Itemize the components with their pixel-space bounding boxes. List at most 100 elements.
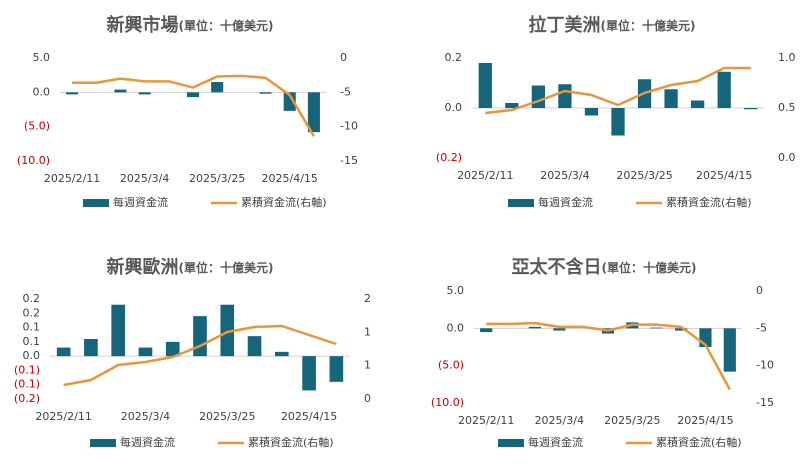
bar xyxy=(84,339,98,357)
bar xyxy=(478,63,492,108)
legend-label: 每週資金流 xyxy=(120,435,175,449)
bar xyxy=(302,356,316,391)
chart-title: 新興市場(單位：十億美元) xyxy=(107,14,274,36)
bar xyxy=(744,108,758,110)
y-tick-label: (0.2) xyxy=(436,151,462,164)
bar xyxy=(528,326,541,329)
bar xyxy=(691,100,705,108)
y2-tick-label: 0.5 xyxy=(778,101,796,114)
bar xyxy=(505,103,519,108)
x-tick-label: 2025/3/4 xyxy=(535,414,584,427)
y2-tick-label: -10 xyxy=(756,359,774,372)
chart-title: 亞太不含日(單位：十億美元) xyxy=(512,256,697,278)
legend-swatch xyxy=(90,439,116,447)
y2-tick-label: 1.0 xyxy=(778,51,796,64)
legend-label: 每週資金流 xyxy=(528,435,583,449)
bar xyxy=(650,327,663,329)
bar xyxy=(138,347,153,357)
bar xyxy=(66,92,79,95)
bar xyxy=(259,92,272,94)
y-tick-label: 5.0 xyxy=(447,284,465,297)
bar xyxy=(275,351,289,357)
y-tick-label: 0.0 xyxy=(447,321,465,334)
y-tick-label: 0.2 xyxy=(23,292,41,305)
legend-label: 累積資金流(右軸) xyxy=(241,195,327,209)
x-tick-label: 2025/2/11 xyxy=(44,172,100,185)
y2-tick-label: 0.0 xyxy=(778,151,796,164)
y2-tick-label: 0 xyxy=(756,284,763,297)
bar xyxy=(111,304,125,357)
title-main: 拉丁美洲 xyxy=(529,14,601,36)
line xyxy=(72,74,315,137)
bar xyxy=(193,316,207,357)
bar xyxy=(717,71,731,108)
bar xyxy=(211,82,224,93)
x-tick-label: 2025/3/4 xyxy=(540,169,589,182)
bar xyxy=(584,108,599,116)
y-tick-label: 0.0 xyxy=(33,85,51,98)
bar xyxy=(186,92,200,98)
y2-tick-label: 1 xyxy=(364,325,371,338)
y2-tick-label: -10 xyxy=(340,120,358,133)
bar xyxy=(220,304,235,357)
bar xyxy=(283,92,296,111)
y2-tick-label: -15 xyxy=(340,154,358,167)
title-main: 亞太不含日 xyxy=(512,256,602,278)
y-tick-label: 0.0 xyxy=(445,101,463,114)
bar xyxy=(531,85,545,108)
y2-tick-label: -5 xyxy=(340,85,351,98)
legend-swatch xyxy=(83,199,109,207)
y-tick-label: (5.0) xyxy=(24,120,50,133)
title-unit: (單位：十億美元) xyxy=(179,260,274,275)
x-tick-label: 2025/4/15 xyxy=(262,172,318,185)
y-tick-label: (0.2) xyxy=(14,392,40,405)
y2-tick-label: 1 xyxy=(364,359,371,372)
y-tick-label: 5.0 xyxy=(33,51,51,64)
bar xyxy=(675,328,688,331)
y-tick-label: (10.0) xyxy=(431,396,464,409)
title-main: 新興歐洲 xyxy=(107,256,179,278)
x-tick-label: 2025/2/11 xyxy=(458,414,514,427)
x-tick-label: 2025/2/11 xyxy=(35,410,91,423)
y-tick-label: 0.1 xyxy=(23,321,41,334)
legend-swatch xyxy=(498,439,524,447)
x-tick-label: 2025/3/25 xyxy=(189,172,245,185)
line xyxy=(486,321,731,391)
legend-label: 累積資金流(右軸) xyxy=(666,195,752,209)
bar xyxy=(611,108,625,136)
y-tick-label: 0.0 xyxy=(23,349,41,362)
bar xyxy=(664,89,678,108)
x-tick-label: 2025/4/15 xyxy=(677,414,733,427)
y-tick-label: (0.1) xyxy=(14,363,40,376)
line xyxy=(63,324,337,387)
x-tick-label: 2025/4/15 xyxy=(696,169,752,182)
x-tick-label: 2025/3/25 xyxy=(199,410,255,423)
bar xyxy=(307,92,320,133)
bar xyxy=(56,347,71,357)
title-main: 新興市場 xyxy=(107,14,179,36)
y2-tick-label: 0 xyxy=(364,392,371,405)
x-tick-label: 2025/3/25 xyxy=(616,169,672,182)
legend-label: 累積資金流(右軸) xyxy=(248,435,334,449)
y-tick-label: (10.0) xyxy=(17,154,50,167)
y2-tick-label: 2 xyxy=(364,292,371,305)
bar xyxy=(329,356,344,382)
y-tick-label: 0.2 xyxy=(445,51,463,64)
legend-label: 每週資金流 xyxy=(113,195,168,209)
chart-title: 拉丁美洲(單位：十億美元) xyxy=(529,14,696,36)
x-tick-label: 2025/3/4 xyxy=(120,172,169,185)
x-tick-label: 2025/3/4 xyxy=(121,410,170,423)
bar xyxy=(114,89,127,93)
y-tick-label: (5.0) xyxy=(438,359,464,372)
y-tick-label: 0.2 xyxy=(23,306,41,319)
y2-tick-label: -15 xyxy=(756,396,774,409)
x-tick-label: 2025/4/15 xyxy=(281,410,337,423)
bar xyxy=(165,341,180,357)
line xyxy=(485,66,751,115)
title-unit: (單位：十億美元) xyxy=(601,18,696,33)
bar xyxy=(247,336,262,357)
y-tick-label: 0.1 xyxy=(23,335,41,348)
bar xyxy=(723,328,736,372)
bar xyxy=(558,84,572,108)
